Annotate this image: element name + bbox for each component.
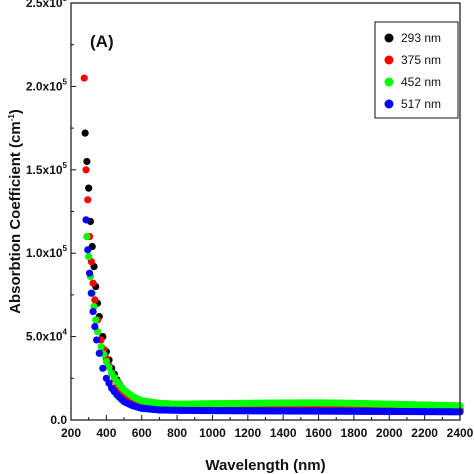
data-point (89, 307, 97, 316)
x-axis-title: Wavelength (nm) (205, 457, 325, 474)
axes: 200 400 600 800 1000 1200 1400 1600 1800 2000 2200… (26, 0, 474, 440)
legend-marker (384, 99, 394, 109)
x-tick-label: 1800 (341, 426, 368, 440)
y-axis-title-sup: -1 (7, 114, 16, 122)
data-point (89, 279, 97, 287)
x-tick-label: 600 (132, 426, 152, 440)
x-tick-label: 800 (167, 426, 187, 440)
y-tick-label: 2.5x105 (26, 0, 68, 10)
y-tick-label: 2.0x105 (26, 77, 68, 93)
x-tick-label: 1600 (305, 426, 332, 440)
data-point (92, 316, 100, 324)
y-tick-label: 1.0x105 (26, 244, 68, 260)
data-point (80, 74, 88, 82)
series-452-nm (83, 232, 464, 410)
data-point (82, 166, 90, 174)
y-tick-label: 0.0 (50, 413, 67, 427)
data-point (87, 289, 95, 297)
data-point (84, 246, 92, 254)
plot-area (80, 74, 464, 416)
series-293-nm (81, 129, 464, 414)
legend-marker (384, 33, 394, 43)
series-375-nm (80, 74, 464, 413)
data-point (93, 336, 101, 344)
data-point (95, 349, 103, 357)
series-517-nm (82, 216, 464, 416)
data-point (97, 343, 105, 351)
data-point (81, 129, 89, 137)
data-point (85, 184, 93, 192)
panel-label: (A) (90, 32, 114, 51)
data-point (82, 216, 90, 224)
data-point (83, 232, 91, 241)
data-point (102, 358, 110, 366)
legend-label: 375 nm (401, 53, 441, 67)
data-point (105, 363, 113, 372)
legend-marker (384, 77, 394, 87)
x-tick-label: 1200 (234, 426, 261, 440)
data-point (85, 252, 93, 261)
data-point (91, 296, 99, 304)
legend-label: 293 nm (401, 31, 441, 45)
y-tick-label: 1.5x105 (26, 161, 68, 177)
data-point (99, 364, 107, 372)
y-axis-title: Absorbtion Coefficient (cm-1) (7, 109, 24, 314)
x-tick-label: 2000 (376, 426, 403, 440)
x-tick-label: 400 (96, 426, 116, 440)
x-tick-label: 200 (61, 426, 81, 440)
legend-label: 452 nm (401, 75, 441, 89)
data-point (91, 322, 99, 331)
data-point (83, 157, 91, 166)
y-axis-title-close: ) (7, 109, 24, 114)
x-tick-label: 1400 (270, 426, 297, 440)
x-tick-label: 2200 (411, 426, 438, 440)
x-tick-label: 2400 (447, 426, 474, 440)
legend-marker (384, 55, 394, 65)
data-point (85, 269, 94, 277)
x-tick-label: 1000 (199, 426, 226, 440)
data-point (84, 196, 92, 204)
y-tick-label: 5.0x104 (26, 328, 68, 344)
legend: 293 nm 375 nm 452 nm 517 nm (374, 21, 459, 119)
y-axis-title-main: Absorbtion Coefficient (cm (7, 121, 24, 314)
legend-label: 517 nm (401, 97, 441, 111)
